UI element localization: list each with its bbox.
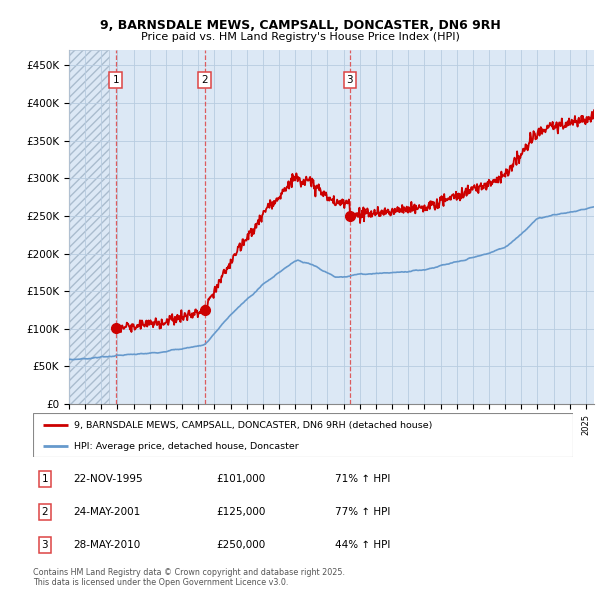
Text: 44% ↑ HPI: 44% ↑ HPI <box>335 540 391 550</box>
Text: 1: 1 <box>41 474 48 484</box>
Text: 9, BARNSDALE MEWS, CAMPSALL, DONCASTER, DN6 9RH (detached house): 9, BARNSDALE MEWS, CAMPSALL, DONCASTER, … <box>74 421 432 430</box>
Text: 77% ↑ HPI: 77% ↑ HPI <box>335 507 391 517</box>
Text: £250,000: £250,000 <box>217 540 266 550</box>
Text: £101,000: £101,000 <box>217 474 266 484</box>
Text: 24-MAY-2001: 24-MAY-2001 <box>74 507 141 517</box>
Text: £125,000: £125,000 <box>217 507 266 517</box>
Text: 1: 1 <box>112 76 119 86</box>
Text: 9, BARNSDALE MEWS, CAMPSALL, DONCASTER, DN6 9RH: 9, BARNSDALE MEWS, CAMPSALL, DONCASTER, … <box>100 19 500 32</box>
Text: 71% ↑ HPI: 71% ↑ HPI <box>335 474 391 484</box>
FancyBboxPatch shape <box>33 413 573 457</box>
Text: HPI: Average price, detached house, Doncaster: HPI: Average price, detached house, Donc… <box>74 442 298 451</box>
Text: 2: 2 <box>201 76 208 86</box>
Polygon shape <box>69 50 109 404</box>
Text: 22-NOV-1995: 22-NOV-1995 <box>74 474 143 484</box>
Text: 28-MAY-2010: 28-MAY-2010 <box>74 540 141 550</box>
Text: Price paid vs. HM Land Registry's House Price Index (HPI): Price paid vs. HM Land Registry's House … <box>140 32 460 41</box>
Text: Contains HM Land Registry data © Crown copyright and database right 2025.
This d: Contains HM Land Registry data © Crown c… <box>33 568 345 587</box>
Text: 3: 3 <box>347 76 353 86</box>
Text: 2: 2 <box>41 507 48 517</box>
Text: 3: 3 <box>41 540 48 550</box>
